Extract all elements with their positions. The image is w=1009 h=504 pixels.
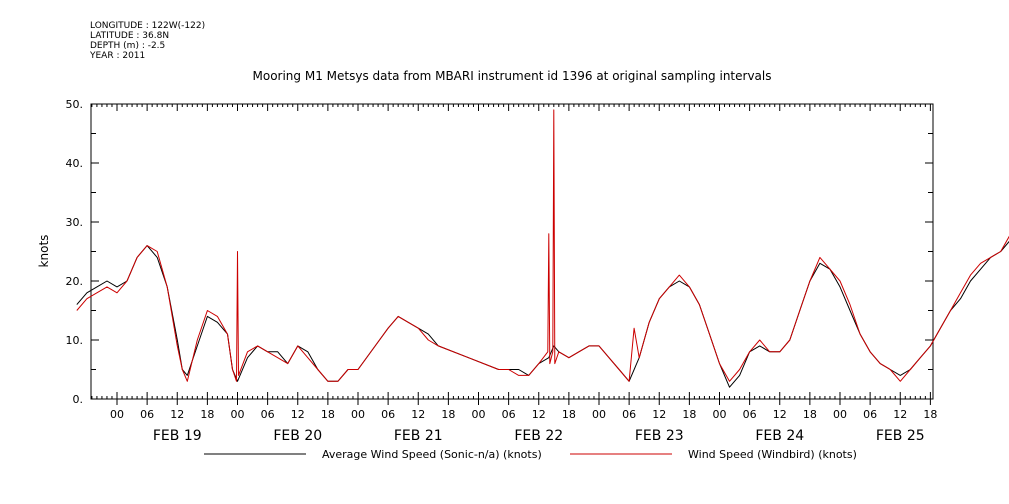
depth-text: DEPTH (m) : -2.5: [90, 41, 166, 51]
y-tick-label: 30.: [66, 216, 84, 229]
x-hour-label: 18: [200, 408, 214, 421]
chart-title: Mooring M1 Metsys data from MBARI instru…: [253, 69, 772, 83]
x-hour-label: 12: [411, 408, 425, 421]
x-hour-label: 12: [773, 408, 787, 421]
y-tick-label: 10.: [66, 334, 84, 347]
y-tick-label: 20.: [66, 275, 84, 288]
axes-group: 0. 10. 20. 30. 40. 50. 00 06 12 18 00 06 12 18 00 06 12 1…: [66, 98, 938, 444]
x-hour-label: 06: [140, 408, 154, 421]
x-date-label: FEB 22: [514, 428, 563, 444]
x-hour-label: 00: [110, 408, 124, 421]
y-tick-label: 40.: [66, 157, 84, 170]
metadata-block: LONGITUDE : 122W(-122) LATITUDE : 36.8N …: [90, 21, 205, 61]
x-hour-label: 06: [381, 408, 395, 421]
x-hour-label: 00: [592, 408, 606, 421]
y-tick-label: 50.: [66, 98, 84, 111]
x-hour-label: 18: [562, 408, 576, 421]
x-hour-label: 06: [261, 408, 275, 421]
x-hour-label: 12: [170, 408, 184, 421]
x-date-label: FEB 25: [876, 428, 925, 444]
x-hour-label: 00: [833, 408, 847, 421]
x-hour-label: 18: [682, 408, 696, 421]
x-hour-label: 06: [622, 408, 636, 421]
x-hour-label: 06: [743, 408, 757, 421]
plot-frame: [90, 103, 934, 400]
x-hour-label: 18: [923, 408, 937, 421]
latitude-text: LATITUDE : 36.8N: [90, 31, 170, 41]
legend-label-average: Average Wind Speed (Sonic-n/a) (knots): [322, 448, 542, 461]
y-axis-label: knots: [37, 235, 51, 268]
x-date-label: FEB 23: [635, 428, 684, 444]
x-hour-label: 12: [291, 408, 305, 421]
series-average-wind-speed-line: [76, 240, 1009, 388]
x-hour-label: 12: [532, 408, 546, 421]
y-tick-label: 0.: [73, 393, 84, 406]
x-date-label: FEB 19: [153, 428, 202, 444]
x-hour-label: 12: [652, 408, 666, 421]
x-hour-label: 06: [863, 408, 877, 421]
x-hour-label: 06: [502, 408, 516, 421]
x-hour-label: 18: [441, 408, 455, 421]
x-date-label: FEB 20: [273, 428, 322, 444]
x-hour-label: 18: [321, 408, 335, 421]
x-hour-label: 00: [351, 408, 365, 421]
x-hour-label: 18: [803, 408, 817, 421]
longitude-text: LONGITUDE : 122W(-122): [90, 21, 206, 31]
legend-label-windbird: Wind Speed (Windbird) (knots): [688, 448, 857, 461]
legend: Average Wind Speed (Sonic-n/a) (knots) Wi…: [204, 448, 857, 461]
year-text: YEAR : 2011: [90, 51, 146, 61]
series-layer: [76, 109, 1009, 388]
x-date-label: FEB 24: [755, 428, 804, 444]
x-hour-label: 12: [893, 408, 907, 421]
x-hour-label: 00: [231, 408, 245, 421]
x-hour-label: 00: [713, 408, 727, 421]
x-hour-label: 00: [472, 408, 486, 421]
x-date-label: FEB 21: [394, 428, 443, 444]
series-windbird-wind-speed-line: [76, 109, 1009, 382]
